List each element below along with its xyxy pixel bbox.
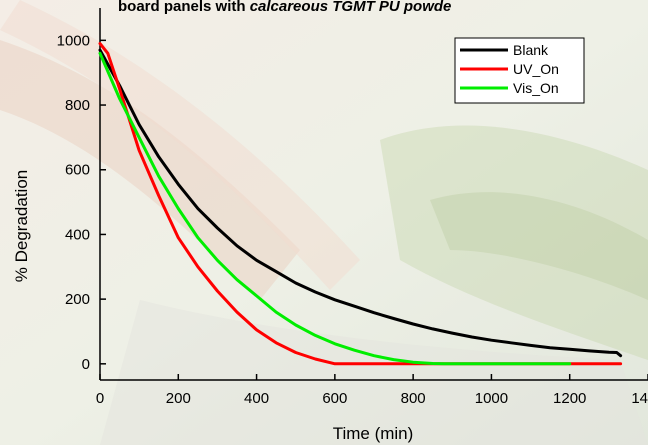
- x-tick-label: 0: [96, 390, 104, 407]
- x-tick-label: 200: [166, 390, 191, 407]
- x-tick-label: 1400: [631, 390, 648, 407]
- y-tick-label: 200: [65, 291, 90, 308]
- legend-label: UV_On: [513, 61, 559, 77]
- series-line-vis-on: [98, 51, 572, 366]
- legend-label: Blank: [513, 42, 549, 58]
- legend: Blank UV_On Vis_On: [454, 37, 585, 104]
- axes: [99, 8, 648, 381]
- x-tick-label: 1200: [553, 390, 586, 407]
- y-tick-label: 400: [65, 226, 90, 243]
- x-ticks: 0 200 400 600 800 1000 1200 1400: [96, 374, 648, 407]
- y-tick-label: 1000: [57, 32, 90, 49]
- x-tick-label: 600: [322, 390, 347, 407]
- x-tick-label: 400: [244, 390, 269, 407]
- chart-title-part-2: calcareous TGMT PU powde: [250, 0, 452, 15]
- y-ticks: 0 200 400 600 800 1000: [57, 32, 106, 373]
- y-tick-label: 600: [65, 162, 90, 179]
- legend-label: Vis_On: [513, 80, 559, 96]
- y-tick-label: 800: [65, 97, 90, 114]
- chart-title: board panels with calcareous TGMT PU pow…: [118, 0, 451, 15]
- x-axis-title: Time (min): [333, 424, 414, 443]
- series-line-blank: [98, 48, 623, 358]
- series-group: [98, 42, 623, 366]
- chart-title-part-1: board panels with: [118, 0, 250, 15]
- x-tick-label: 800: [401, 390, 426, 407]
- y-axis-title: % Degradation: [12, 170, 31, 282]
- x-tick-label: 1000: [475, 390, 508, 407]
- y-tick-label: 0: [82, 356, 90, 373]
